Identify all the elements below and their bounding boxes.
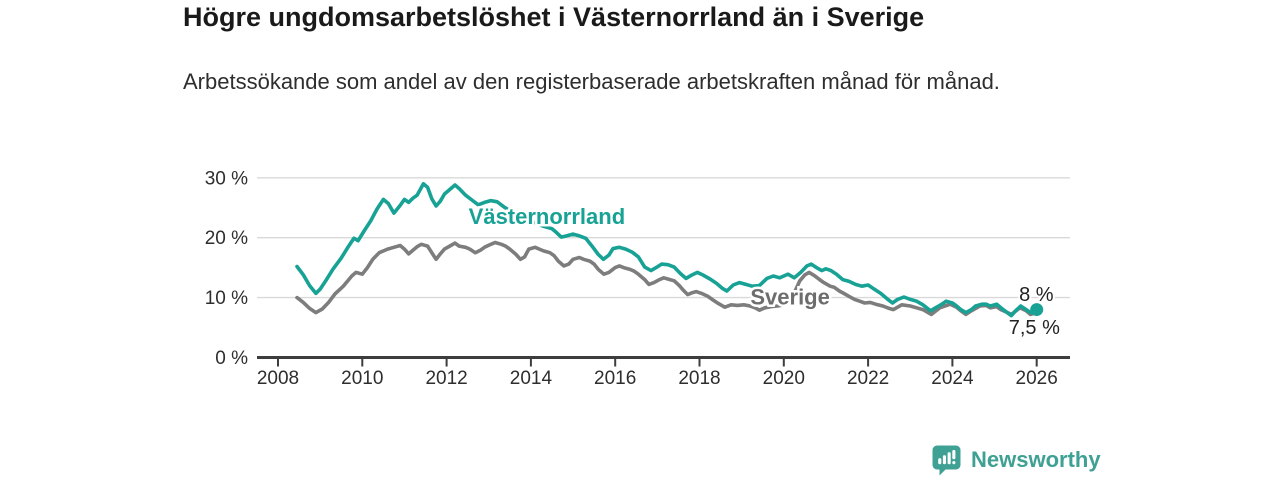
x-tick-label: 2020 [763,368,805,389]
chart-title: Högre ungdomsarbetslöshet i Västernorrla… [183,2,925,32]
annotation-sverige-label: Sverige [750,285,830,310]
annotation-end-value-vasternorrland: 8 % [1019,284,1054,306]
x-tick-label: 2026 [1016,368,1058,389]
exclamation-dot [952,461,956,465]
x-tick-label: 2010 [341,368,383,389]
speech-bubble-shape [932,445,961,476]
bar-large [947,452,951,465]
bar-small [938,458,942,465]
chart-subtitle: Arbetssökande som andel av den registerb… [183,69,1000,94]
y-tick-label: 20 % [205,228,248,249]
x-tick-label: 2014 [510,368,553,389]
series-line-vasternorrland [295,182,1039,318]
annotation-vasternorrland-label: Västernorrland [469,204,626,229]
newsworthy-wordmark: Newsworthy [971,447,1101,472]
y-tick-label: 30 % [205,168,248,189]
x-tick-label: 2008 [257,368,299,389]
y-tick-label: 10 % [205,288,248,309]
annotation-end-value-sverige: 7,5 % [1009,317,1060,339]
series-end-dot-vasternorrland [1030,303,1044,317]
y-tick-label: 0 % [215,348,248,369]
x-tick-label: 2016 [594,368,636,389]
x-tick-label: 2018 [678,368,720,389]
x-tick-label: 2022 [847,368,889,389]
newsworthy-chart-bubble-icon [932,445,961,476]
footer-brand: Newsworthy [931,444,1101,476]
x-tick-label: 2012 [425,368,467,389]
bar-medium [942,455,946,465]
series-line-sverige [295,240,1039,317]
exclamation-bar [952,450,956,460]
x-tick-label: 2024 [931,368,974,389]
